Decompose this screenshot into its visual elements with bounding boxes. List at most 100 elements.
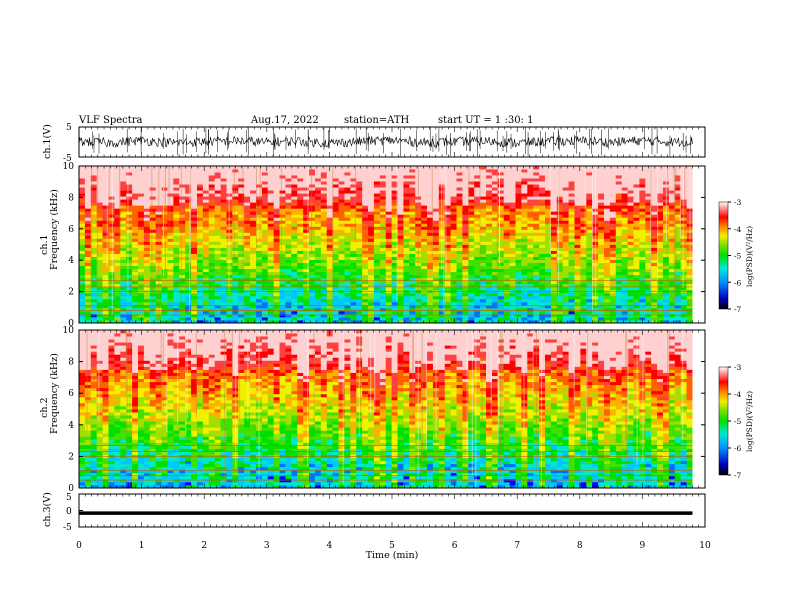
ch1-spectrogram-cell <box>102 298 109 303</box>
ch1-spectrogram-cell <box>161 247 168 251</box>
ch1-spectrogram-cell <box>509 214 516 218</box>
ch1-spectrogram-cell <box>385 283 393 288</box>
ch1-spectrogram-cell <box>503 199 511 203</box>
ch1-spectrogram-cell <box>598 283 605 288</box>
ch1-spectrogram-cell <box>438 271 446 276</box>
ch1-spectrogram-cell <box>621 286 628 291</box>
ch1-spectrogram-cell <box>462 217 469 221</box>
ch1-spectrogram-cell <box>191 199 198 203</box>
ch1-spectrogram-cell <box>309 235 316 239</box>
ch1-spectrogram-cell <box>379 205 387 209</box>
ch1-spectrogram-cell <box>120 208 127 212</box>
ch1-spectrogram-cell <box>250 280 257 285</box>
ch1-spectrogram-cell <box>202 181 210 185</box>
ch1-spectrogram-cell <box>214 271 221 276</box>
ch1-spectrogram-cell <box>232 202 239 206</box>
ch1-spectrogram-cell <box>379 190 387 194</box>
ch1-spectrogram-cell <box>379 283 387 288</box>
ch1-spectrogram-cell <box>79 241 86 245</box>
ch1-spectrogram-cell <box>208 193 216 197</box>
ch1-spectrogram-cell <box>432 241 440 245</box>
ch1-spectrogram-cell <box>379 286 387 291</box>
ch1-spectrogram-cell <box>161 277 168 282</box>
ch1-spectrogram-cell <box>314 250 322 254</box>
ch1-spectrogram-cell <box>314 247 322 251</box>
ch1-spectrogram-cell <box>285 217 292 221</box>
ch1-spectrogram-cell <box>214 175 221 179</box>
ch1-spectrogram-cell <box>609 238 617 242</box>
ch1-spectrogram-cell <box>438 241 446 245</box>
ch1-spectrogram-cell <box>550 307 558 312</box>
ch1-spectrogram-cell <box>338 190 345 194</box>
ch1-spectrogram-cell <box>356 253 363 257</box>
ch1-spectrogram-cell <box>373 298 381 303</box>
ch1-spectrogram-cell <box>149 175 157 179</box>
ch1-spectrogram-cell <box>438 262 446 267</box>
ch1-spectrogram-cell <box>167 178 174 182</box>
ch1-spectrogram-cell <box>580 214 587 218</box>
ch1-spectrogram-cell <box>161 241 168 245</box>
ch1-spectrogram-cell <box>309 175 316 179</box>
ch1-spectrogram-cell <box>545 229 552 233</box>
ch1-spectrogram-cell <box>273 280 280 285</box>
ch1-spectrogram-cell <box>137 190 145 194</box>
ch1-spectrogram-cell <box>220 181 227 185</box>
ch1-spectrogram-cell <box>368 316 375 321</box>
ch1-spectrogram-cell <box>250 178 257 182</box>
ch1-spectrogram-cell <box>421 202 428 206</box>
ch1-spectrogram-cell <box>79 199 86 203</box>
ch1-spectrogram-cell <box>291 220 298 224</box>
ch1-spectrogram-cell <box>226 217 233 221</box>
ch1-spectrogram-cell <box>326 166 334 170</box>
ch1-spectrogram-cell <box>279 169 286 173</box>
ch1-spectrogram-cell <box>155 238 162 242</box>
ch1-spectrogram-cell <box>474 262 481 267</box>
ch1-spectrogram-cell <box>497 193 505 197</box>
ch1-spectrogram-cell <box>444 217 452 221</box>
ch1-spectrogram-cell <box>102 307 109 312</box>
ch1-spectrogram-cell <box>397 265 404 270</box>
ch1-spectrogram-cell <box>497 232 505 236</box>
ch1-spectrogram-cell <box>320 265 328 270</box>
ch1-spectrogram-cell <box>155 223 162 227</box>
ch1-spectrogram-cell <box>314 235 322 239</box>
ch1-spectrogram-cell <box>179 256 186 260</box>
ch1-spectrogram-cell <box>79 259 86 264</box>
ch1-spectrogram-cell <box>96 253 103 257</box>
ch1-spectrogram-cell <box>255 205 263 209</box>
ch1-spectrogram-cell <box>309 268 316 273</box>
ch1-spectrogram-cell <box>592 214 599 218</box>
ch1-spectrogram-cell <box>497 280 505 285</box>
ch1-spectrogram-cell <box>208 214 216 218</box>
ch1-spectrogram-cell <box>527 166 534 170</box>
ch1-spectrogram-cell <box>604 304 611 309</box>
ch1-spectrogram-cell <box>167 283 174 288</box>
ch1-spectrogram-cell <box>255 232 263 236</box>
ch1-spectrogram-cell <box>79 184 86 188</box>
ch1-spectrogram-cell <box>592 229 599 233</box>
ch1-spectrogram-cell <box>480 223 487 227</box>
ch1-spectrogram-cell <box>474 226 481 230</box>
ch1-spectrogram-cell <box>432 199 440 203</box>
ch1-spectrogram-cell <box>114 178 121 182</box>
ch1-spectrogram-cell <box>108 220 115 224</box>
ch1-spectrogram-cell <box>521 295 528 300</box>
ch1-spectrogram-cell <box>509 241 516 245</box>
ch1-spectrogram-cell <box>527 319 534 324</box>
ch1-spectrogram-cell <box>226 298 233 303</box>
ch1-spectrogram-cell <box>480 259 487 264</box>
ch1-spectrogram-cell <box>574 169 581 173</box>
ch1-spectrogram-cell <box>314 301 322 306</box>
ch1-spectrogram-cell <box>491 169 499 173</box>
ch1-spectrogram-cell <box>615 292 623 297</box>
ch1-spectrogram-cell <box>586 226 593 230</box>
ch1-spectrogram-cell <box>309 193 316 197</box>
ch1-spectrogram-cell <box>314 277 322 282</box>
ch1-spectrogram-cell <box>621 199 628 203</box>
ch1-spectrogram-cell <box>362 238 369 242</box>
ch1-spectrogram-cell <box>309 295 316 300</box>
ch1-spectrogram-cell <box>509 232 516 236</box>
ch1-spectrogram-cell <box>397 271 404 276</box>
ch1-spectrogram-cell <box>297 211 304 215</box>
ch1-spectrogram-cell <box>633 244 640 248</box>
